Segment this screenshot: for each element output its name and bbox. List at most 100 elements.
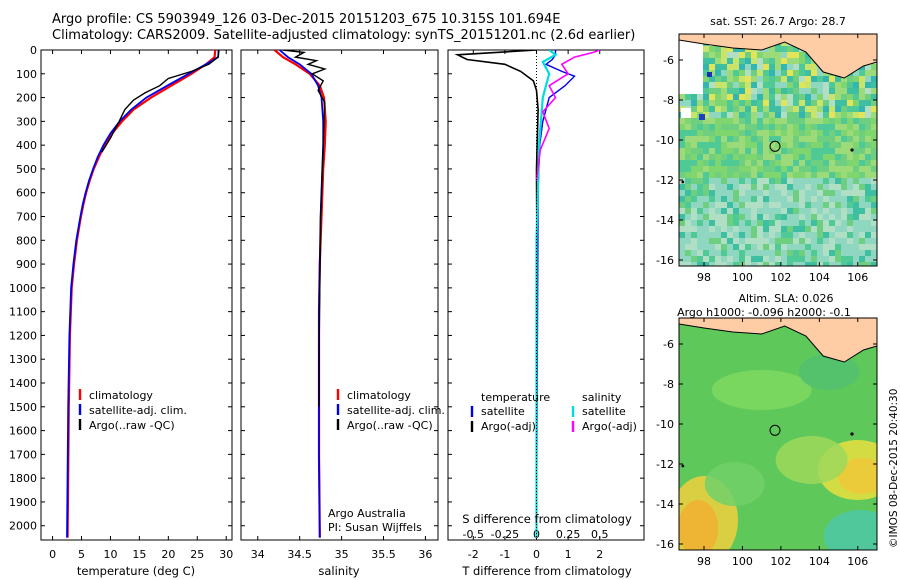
sst-cell [793,184,799,190]
sst-cell [721,238,727,244]
sst-cell [715,256,721,262]
sst-cell [811,136,817,142]
sst-cell [811,196,817,202]
sst-cell [829,136,835,142]
sst-cell [751,184,757,190]
sst-cell [793,106,799,112]
x-tick-label: 25 [190,548,204,561]
sst-cell [739,160,745,166]
sst-cell [733,166,739,172]
sst-cell [865,148,871,154]
sst-cell [799,208,805,214]
sst-cell [739,64,745,70]
sst-cell [733,70,739,76]
sst-cell [799,76,805,82]
series-layer [66,50,220,538]
sst-cell [787,112,793,118]
sst-cell [709,52,715,58]
sst-cell [679,202,685,208]
sst-cell [685,166,691,172]
sst-cell [727,142,733,148]
sst-cell [865,226,871,232]
sst-cell [781,178,787,184]
sst-cell [745,130,751,136]
sst-cell [703,70,709,76]
sst-cell [763,172,769,178]
sst-cell [697,148,703,154]
sst-cell [847,220,853,226]
sst-cell [751,70,757,76]
sst-cell [847,184,853,190]
sst-cell [835,184,841,190]
sst-cell [775,232,781,238]
sst-cell [763,88,769,94]
legend-label: Argo(-adj) [582,420,637,433]
sst-cell [685,142,691,148]
sst-cell [787,214,793,220]
sst-cell [709,244,715,250]
map-frame [678,33,878,267]
sst-cell [739,214,745,220]
sst-cell [847,160,853,166]
sst-cell [685,154,691,160]
sst-cell [763,262,769,266]
sst-cell [823,220,829,226]
sst-cell [745,190,751,196]
sst-cell [763,52,769,58]
sst-cell [697,262,703,266]
sst-cell [721,88,727,94]
sst-cell [727,190,733,196]
y-tick-label: 1300 [9,353,37,366]
y-tick-label: -6 [663,338,674,351]
sst-cell [817,166,823,172]
owner-annotation: Argo Australia [328,507,406,520]
sst-cell [847,106,853,112]
sst-cell [793,100,799,106]
sst-cell [709,106,715,112]
sst-cell [775,76,781,82]
sst-cell [793,208,799,214]
sst-cell [715,124,721,130]
sst-cell [751,160,757,166]
sst-cell [823,130,829,136]
sst-cell [847,130,853,136]
island-marker [681,464,685,468]
sst-cell [811,124,817,130]
sst-cell [799,112,805,118]
sst-cell [805,172,811,178]
sst-cell [715,172,721,178]
sst-cell [715,262,721,266]
sst-cell [817,124,823,130]
sst-cell [805,106,811,112]
sst-cell [769,100,775,106]
sst-cell [787,226,793,232]
sst-cell [871,76,877,82]
sst-cell [721,196,727,202]
sst-cell [823,160,829,166]
sst-cell [781,130,787,136]
sst-cell [721,76,727,82]
sst-cell [757,238,763,244]
sst-cell [829,142,835,148]
sst-cell [841,148,847,154]
sst-cell [685,250,691,256]
x-tick-label: 102 [770,555,791,568]
sst-cell [793,202,799,208]
sst-cell [739,136,745,142]
x-tick-label: 35 [335,548,349,561]
sst-cell [799,262,805,266]
sst-cell [793,46,799,52]
sst-cell [715,118,721,124]
sst-cell [847,142,853,148]
sst-cell [823,154,829,160]
sst-cell [745,196,751,202]
sst-cell [739,154,745,160]
sst-cell [697,256,703,262]
sst-cell [733,142,739,148]
sst-cell [829,202,835,208]
sst-cell [703,220,709,226]
x-tick-label: 106 [847,555,868,568]
sst-cell [847,154,853,160]
sst-cell [697,106,703,112]
